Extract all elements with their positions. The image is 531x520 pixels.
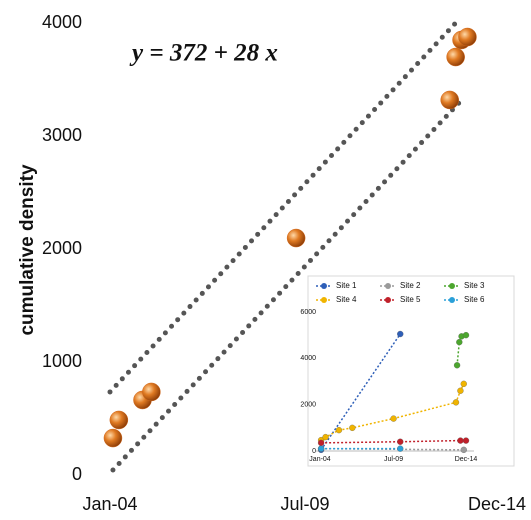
series-point <box>452 399 460 406</box>
series-point <box>322 433 329 441</box>
data-point <box>142 382 161 402</box>
y-tick-label: 2000 <box>300 402 316 409</box>
data-point <box>286 228 306 248</box>
series-point <box>462 437 470 444</box>
legend-marker <box>385 297 391 303</box>
series-point <box>397 438 404 445</box>
legend-label: Site 5 <box>400 295 421 304</box>
data-point <box>446 47 465 67</box>
y-tick-label: 0 <box>72 464 82 484</box>
data-point <box>109 410 129 430</box>
x-tick-label: Jan-04 <box>82 494 137 514</box>
series-point <box>397 330 404 338</box>
series-point <box>462 332 470 339</box>
y-tick-label: 6000 <box>300 309 316 316</box>
series-point <box>460 380 467 387</box>
legend-label: Site 4 <box>336 295 357 304</box>
legend-marker <box>449 297 455 303</box>
x-tick-label: Jul-09 <box>280 494 329 514</box>
series-line <box>321 439 466 444</box>
legend-marker <box>321 297 327 303</box>
x-tick-label: Dec-14 <box>468 494 526 514</box>
legend-label: Site 6 <box>464 295 485 304</box>
series-point <box>349 424 356 431</box>
series-line <box>320 333 401 451</box>
y-tick-label: 3000 <box>42 125 82 145</box>
inset-frame <box>307 275 515 467</box>
legend-label: Site 3 <box>464 281 485 290</box>
series-point <box>317 439 325 447</box>
x-tick-label: Jul-09 <box>384 456 403 463</box>
series-point <box>397 445 404 452</box>
series-point <box>456 338 463 346</box>
series-point <box>390 415 397 422</box>
y-tick-label: 4000 <box>42 12 82 32</box>
series-point <box>460 446 467 453</box>
data-point <box>440 90 459 110</box>
legend-marker <box>321 283 327 289</box>
y-tick-label: 0 <box>312 448 316 455</box>
x-tick-label: Jan-04 <box>309 456 331 463</box>
x-tick-label: Dec-14 <box>455 456 478 463</box>
series-point <box>335 426 343 434</box>
equation: y = 372 + 28 x <box>129 40 278 67</box>
y-axis-label: cumulative density <box>17 164 38 335</box>
y-tick-label: 2000 <box>42 238 82 258</box>
legend-label: Site 2 <box>400 281 421 290</box>
legend-label: Site 1 <box>336 281 357 290</box>
series-point <box>317 445 325 452</box>
legend-marker <box>449 283 455 289</box>
legend-marker <box>385 283 391 289</box>
series-point <box>457 437 464 444</box>
bound-line <box>107 20 459 395</box>
data-point <box>458 27 477 47</box>
series-point <box>457 387 464 394</box>
y-tick-label: 1000 <box>42 351 82 371</box>
series-point <box>453 362 461 369</box>
data-point <box>103 428 123 448</box>
y-tick-label: 4000 <box>300 355 316 362</box>
